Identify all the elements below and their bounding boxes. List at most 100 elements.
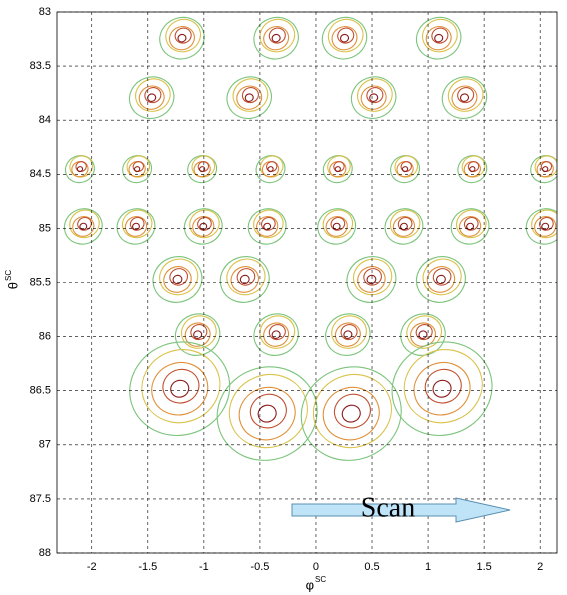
contour-ring — [267, 166, 274, 173]
contour-ring — [132, 161, 145, 172]
contour-ring — [384, 208, 424, 245]
y-tick-label: 85.5 — [30, 276, 51, 288]
peak — [226, 76, 272, 120]
contour-ring — [147, 93, 157, 102]
peak — [450, 208, 490, 245]
contour-ring — [219, 256, 270, 303]
contour-ring — [341, 404, 361, 423]
contour-ring — [531, 209, 557, 239]
contour-ring — [457, 155, 488, 184]
contour-ring — [435, 274, 446, 285]
x-label-sup: SC — [315, 575, 326, 584]
contour-ring — [332, 222, 341, 231]
contour-ring — [172, 274, 183, 285]
contour-ring — [249, 393, 287, 429]
contour-ring — [165, 18, 202, 53]
contour-ring — [350, 76, 397, 120]
peak — [441, 76, 488, 120]
contour-ring — [325, 215, 348, 237]
contour-ring — [75, 161, 87, 172]
contour-ring — [126, 155, 151, 178]
contour-ring — [353, 258, 393, 296]
y-tick-label: 87.5 — [30, 493, 51, 505]
contour-ring — [180, 315, 217, 349]
contour-ring — [255, 155, 286, 184]
contour-ring — [189, 209, 220, 239]
contour-ring — [226, 258, 266, 296]
contour-ring — [400, 161, 412, 172]
contour-ring — [263, 322, 290, 347]
peak — [322, 155, 353, 184]
y-tick-label: 86 — [39, 331, 51, 343]
y-tick-label: 83 — [39, 6, 51, 18]
contour-ring — [425, 25, 452, 51]
contour-ring — [198, 166, 206, 173]
peak — [384, 208, 424, 245]
contour-ring — [346, 256, 397, 303]
peak — [321, 16, 368, 60]
contour-ring — [259, 155, 284, 178]
contour-ring — [469, 166, 476, 173]
contour-ring — [457, 87, 475, 104]
contours — [63, 16, 557, 461]
contour-ring — [422, 18, 458, 53]
contour-ring — [191, 155, 216, 178]
contour-ring — [129, 216, 145, 231]
contour-ring — [455, 209, 487, 239]
contour-ring — [300, 366, 402, 461]
contour-ring — [325, 313, 371, 356]
x-tick-label: -0.5 — [250, 561, 269, 573]
x-tick-label: 0.5 — [364, 561, 379, 573]
contour-ring — [271, 330, 281, 339]
contour-ring — [331, 25, 358, 51]
contour-ring — [261, 160, 280, 178]
contour-ring — [76, 166, 84, 173]
contour-ring — [236, 268, 256, 286]
contour-ring — [536, 160, 554, 178]
contour-ring — [534, 215, 557, 237]
x-tick-label: 0 — [313, 561, 319, 573]
contour-ring — [163, 266, 192, 293]
contour-ring — [322, 209, 354, 239]
contour-ring — [322, 386, 380, 441]
contour-ring — [268, 27, 286, 44]
contour-ring — [534, 155, 557, 178]
y-tick-label: 84 — [39, 114, 51, 126]
x-tick-label: 1 — [425, 561, 431, 573]
contour-ring — [366, 87, 384, 104]
annotation: Scan — [361, 492, 415, 523]
contour-ring — [168, 25, 195, 51]
contour-ring — [257, 404, 277, 423]
contour-ring — [399, 222, 408, 231]
contour-ring — [396, 160, 414, 178]
contour-ring — [236, 85, 263, 110]
x-tick-label: -2 — [87, 561, 97, 573]
contour-ring — [253, 209, 284, 239]
contour-ring — [174, 27, 192, 44]
contour-ring — [390, 155, 421, 184]
peak — [415, 16, 462, 60]
peak — [174, 313, 221, 356]
contour-ring — [403, 349, 483, 424]
contour-ring — [327, 155, 351, 178]
contour-ring — [422, 258, 462, 296]
contour-ring — [216, 366, 318, 461]
peak — [152, 256, 203, 303]
contour-ring — [321, 16, 368, 60]
contour-ring — [247, 208, 287, 245]
contour-ring — [129, 341, 231, 437]
peak — [63, 208, 103, 245]
contour-ring — [128, 160, 146, 178]
contour-ring — [122, 155, 153, 184]
x-tick-label: 2 — [537, 561, 543, 573]
contour-ring — [193, 330, 203, 339]
peak — [216, 366, 318, 461]
contour-ring — [253, 16, 299, 60]
contour-ring — [392, 215, 416, 237]
contour-ring — [263, 222, 272, 231]
contour-ring — [128, 76, 175, 120]
contour-ring — [271, 33, 281, 43]
contour-ring — [363, 268, 382, 286]
contour-ring — [144, 87, 162, 104]
contour-ring — [415, 256, 466, 303]
